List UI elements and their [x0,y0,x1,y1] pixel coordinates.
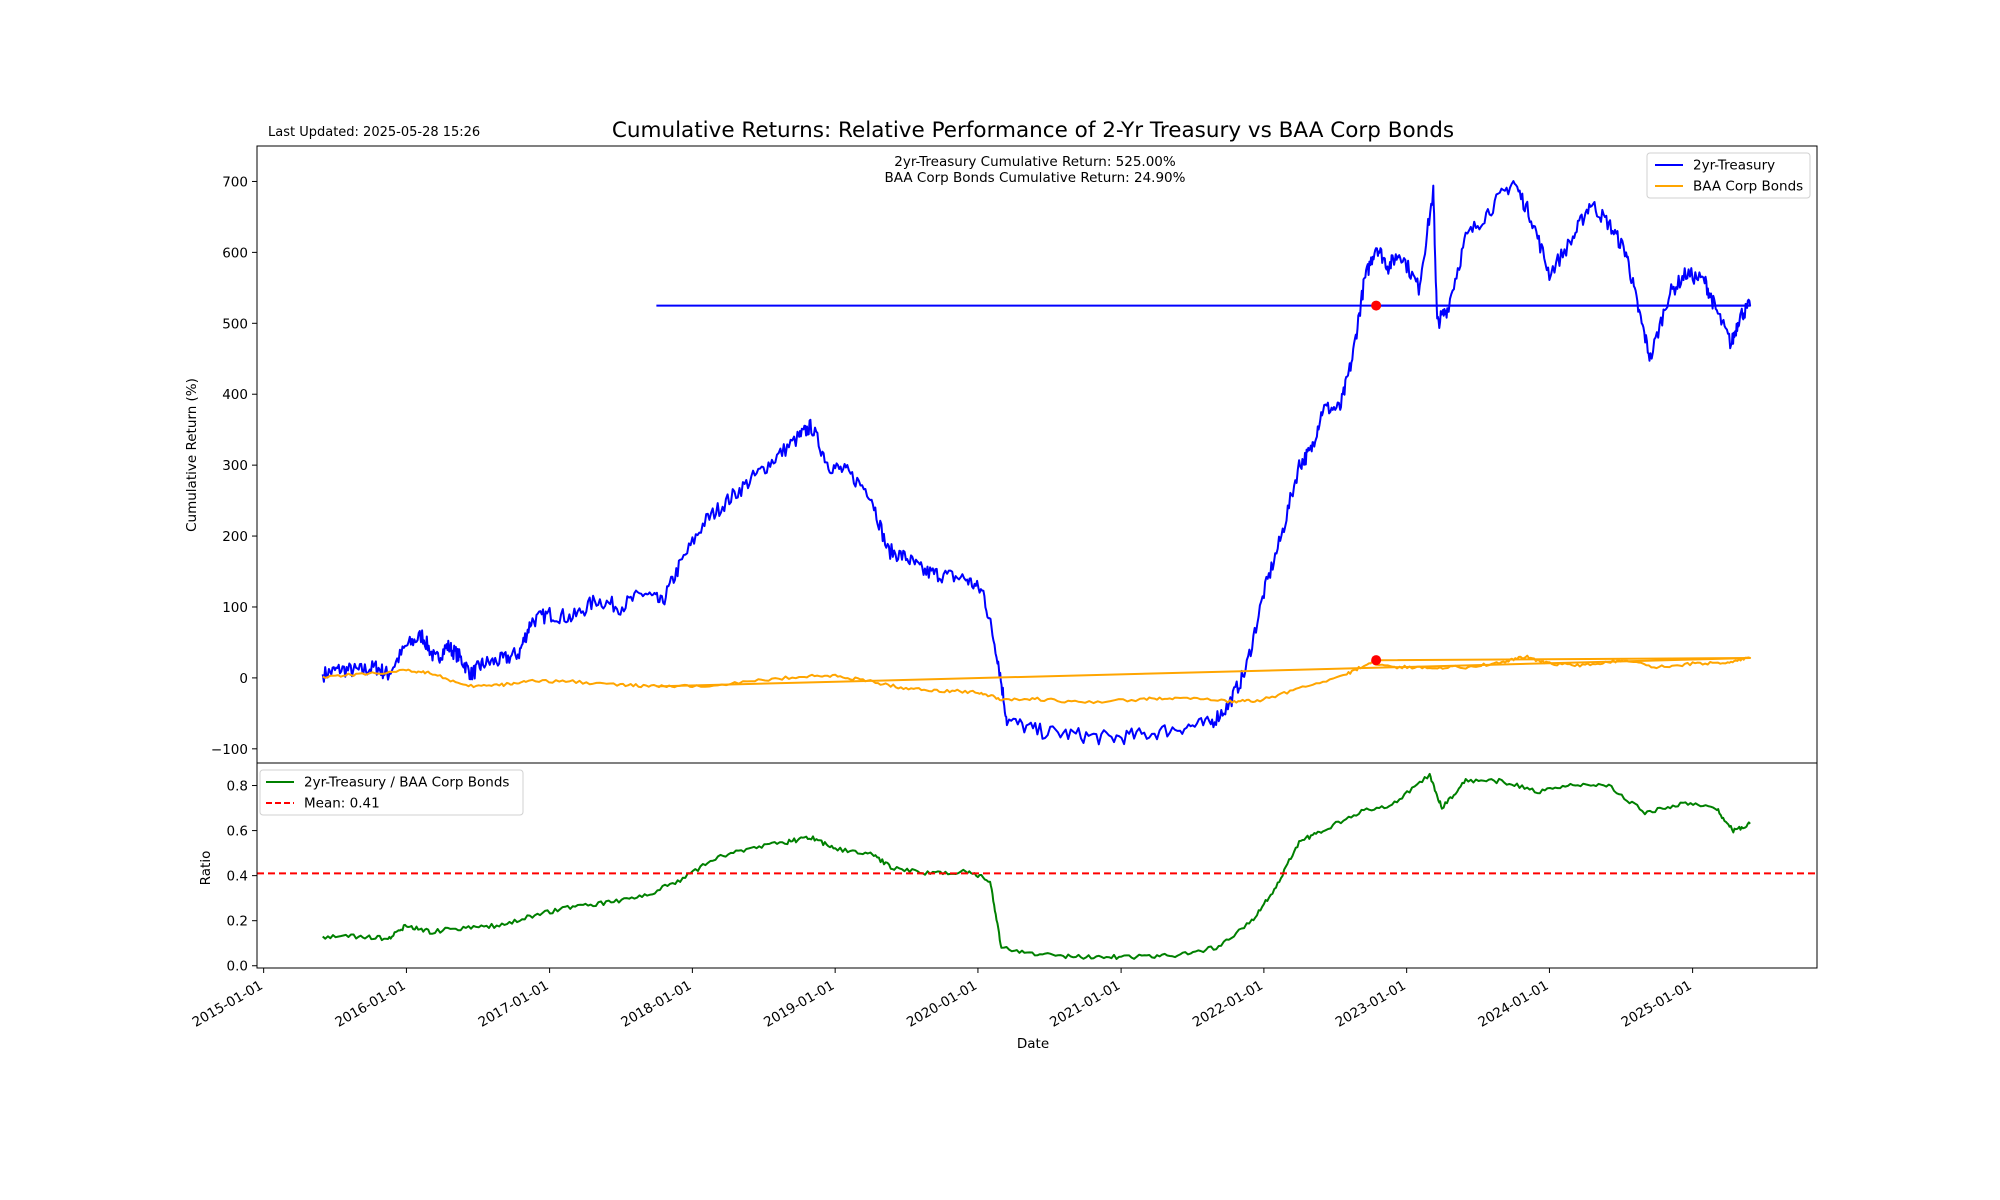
legend-label-treasury: 2yr-Treasury [1693,158,1775,174]
x-tick-label: 2019-01-01 [761,978,837,1031]
bottom-y-tick-label: 0.0 [227,959,248,975]
x-tick-label: 2020-01-01 [904,978,980,1031]
x-tick-label: 2021-01-01 [1047,978,1123,1031]
top-panel: −100 0 100 200 300 400 500 600 700 Cumulative Re… [184,145,1818,764]
reference-line-baa-corp-bonds [656,657,1751,688]
x-tick-label: 2018-01-01 [618,978,694,1031]
final-return-marker-2 [1371,655,1382,666]
annotation-baa-return: BAA Corp Bonds Cumulative Return: 24.90% [885,170,1186,186]
annotation-treasury-return: 2yr-Treasury Cumulative Return: 525.00% [894,154,1176,170]
x-tick-label: 2023-01-01 [1333,978,1409,1031]
bottom-plot-frame [256,762,1818,969]
x-axis-label: Date [1017,1036,1049,1052]
x-tick-label: 2017-01-01 [476,978,552,1031]
x-tick-label: 2015-01-01 [190,978,266,1031]
series-line-baa-corp-bonds [322,654,1752,705]
top-y-tick-label: 400 [222,387,248,403]
bottom-y-tick-label: 0.2 [227,914,248,930]
last-updated: Last Updated: 2025-05-28 15:26 [268,125,480,140]
x-tick-label: 2016-01-01 [332,978,408,1031]
top-y-tick-label: 200 [222,529,248,545]
legend-label-ratio: 2yr-Treasury / BAA Corp Bonds [304,775,509,791]
x-tick-label: 2022-01-01 [1190,978,1266,1031]
x-tick-label: 2024-01-01 [1475,978,1551,1031]
top-y-tick-label: 0 [239,671,248,687]
top-y-axis-label: Cumulative Return (%) [184,378,200,532]
top-y-tick-label: −100 [211,742,248,758]
legend-label-baa: BAA Corp Bonds [1693,179,1803,195]
top-plot-frame [256,145,1818,764]
top-y-tick-label: 100 [222,600,248,616]
top-legend-box [1646,152,1811,199]
top-y-tick-label: 300 [222,458,248,474]
series-line-2yr-treasury [321,180,1752,746]
x-tick-label: 2025-01-01 [1619,978,1695,1031]
bottom-legend: 2yr-Treasury / BAA Corp Bonds Mean: 0.41 [259,769,524,816]
bottom-y-tick-label: 0.4 [227,869,248,885]
bottom-legend-box [259,769,524,816]
bottom-y-tick-label: 0.6 [227,824,248,840]
top-y-tick-label: 500 [222,316,248,332]
bottom-y-axis-label: Ratio [198,851,214,886]
series-line-ratio [322,772,1751,960]
bottom-panel: 0.0 0.2 0.4 0.6 0.8 2015-01-01 2016-01-01 2017… [190,762,1818,1052]
bottom-y-tick-label: 0.8 [227,779,248,795]
top-y-tick-label: 700 [222,174,248,190]
top-legend: 2yr-Treasury BAA Corp Bonds [1646,152,1811,199]
final-return-marker-1 [1371,300,1382,311]
top-y-tick-label: 600 [222,245,248,261]
chart-title: Cumulative Returns: Relative Performance… [612,118,1454,143]
legend-label-mean: Mean: 0.41 [304,796,380,812]
